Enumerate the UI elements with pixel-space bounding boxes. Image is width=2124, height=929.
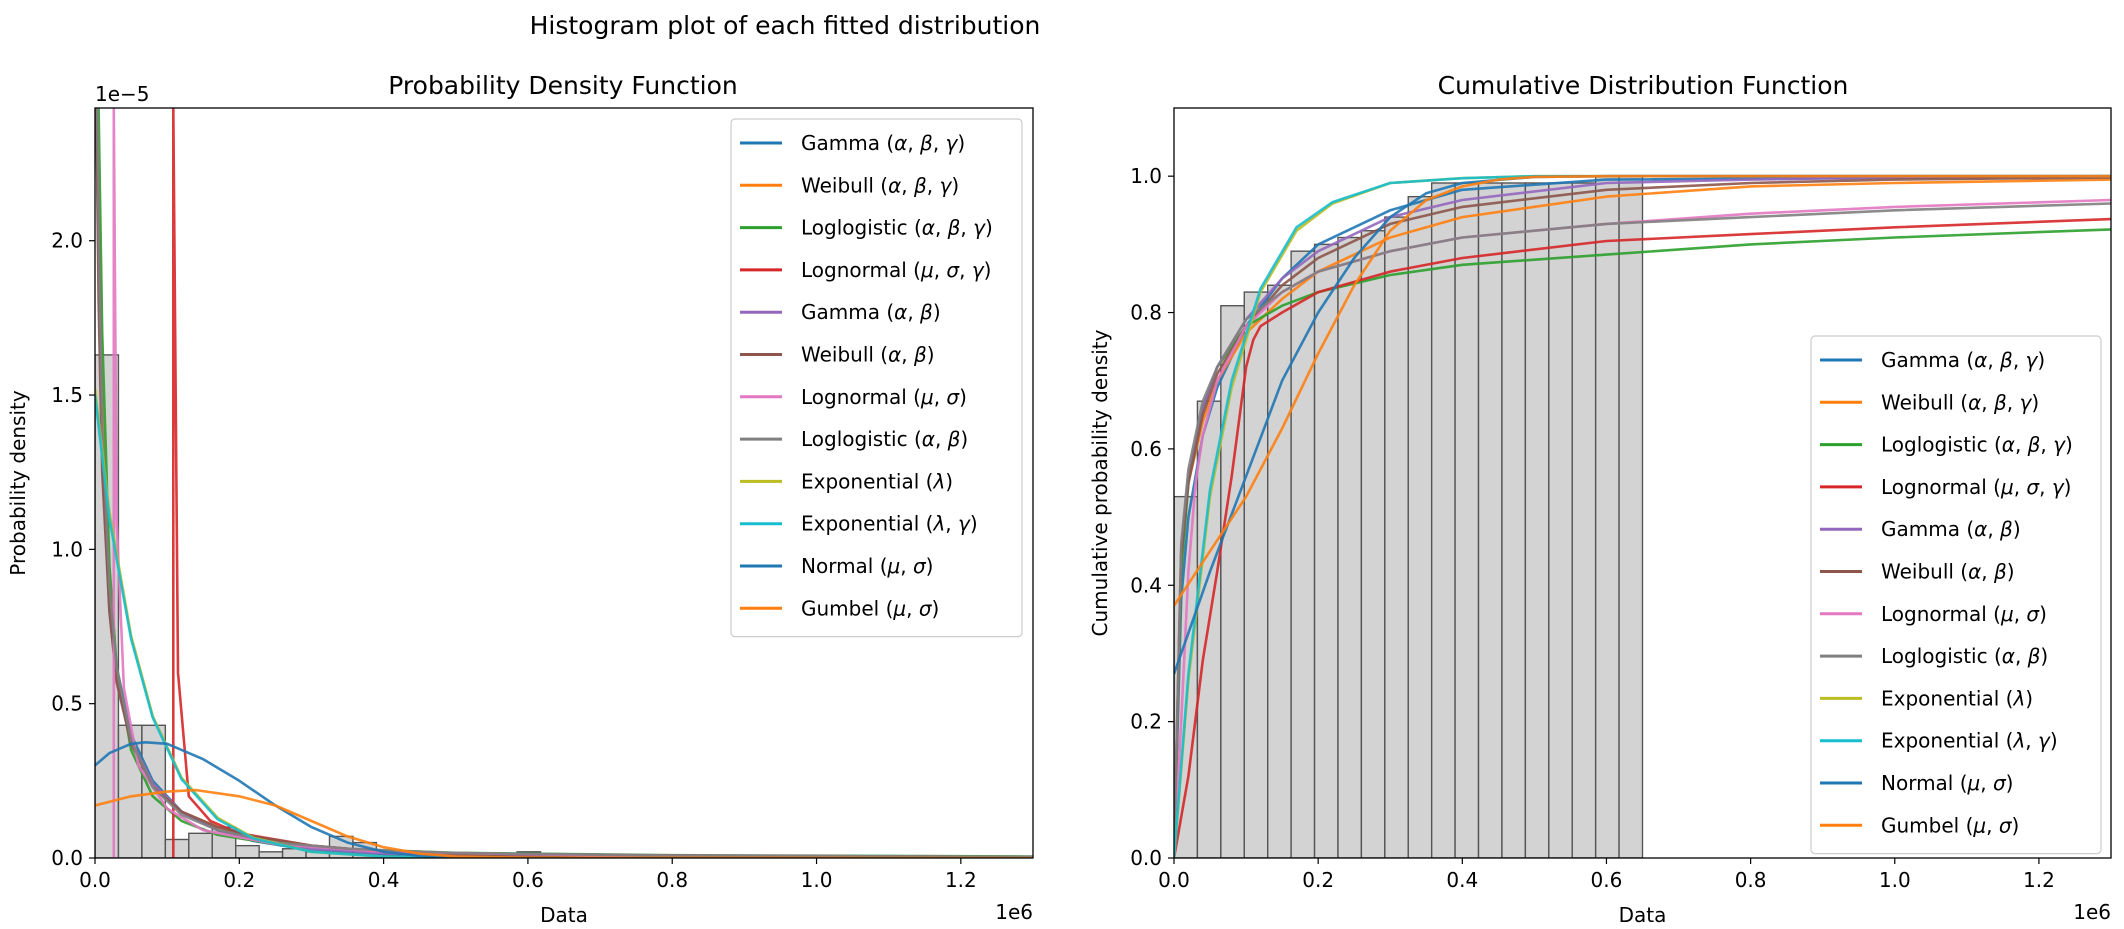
legend-label-weibull-alpha-beta: Weibull (α, β) — [801, 343, 935, 367]
legend-label-lognormal-mu-sigma: Lognormal (μ, σ) — [801, 385, 967, 409]
legend: Gamma (α, β, γ) Weibull (α, β, γ) Loglogis… — [1810, 335, 2102, 855]
legend-label-weibull-alpha-beta: Weibull (α, β) — [1881, 560, 2015, 584]
series-line-weibull-alpha-beta — [1174, 176, 2111, 858]
x-tick-label: 0.2 — [223, 868, 255, 892]
x-offset-label: 1e6 — [995, 900, 1033, 924]
y-offset-label: 1e−5 — [95, 82, 150, 106]
pdf-chart: 0.0 0.2 0.4 0.6 0.8 1.0 1.2 0.0 0.5 1.0 1.5 2.0 Prob… — [6, 71, 1034, 927]
series-line-lognormal-mu-sigma-gamma — [1174, 217, 2111, 858]
cdf-chart: 0.0 0.2 0.4 0.6 0.8 1.0 1.2 0.0 0.2 0.4 0.6 0.8 1.0 C… — [1088, 71, 2112, 927]
y-tick-label: 0.5 — [51, 692, 83, 716]
x-axis-label: Data — [540, 903, 588, 927]
y-tick-label: 1.5 — [51, 383, 83, 407]
series-line-gamma-alpha-beta — [1174, 174, 2111, 858]
legend-label-normal-mu-sigma: Normal (μ, σ) — [1881, 771, 2013, 795]
x-tick-label: 0.4 — [368, 868, 400, 892]
y-axis-label: Cumulative probability density — [1088, 329, 1112, 636]
plot-frame — [1173, 107, 2112, 859]
histogram-bar — [1571, 182, 1597, 858]
series-lines — [1174, 174, 2111, 858]
x-tick-label: 1.0 — [801, 868, 833, 892]
legend-label-loglogistic-alpha-beta: Loglogistic (α, β) — [1881, 644, 2048, 668]
legend-label-weibull-alpha-beta-gamma: Weibull (α, β, γ) — [1881, 390, 2039, 414]
x-axis-label: Data — [1619, 903, 1667, 927]
legend-label-gumbel-mu-sigma: Gumbel (μ, σ) — [801, 596, 939, 620]
histogram-bar — [1618, 175, 1644, 858]
histogram-bar — [1454, 182, 1480, 858]
legend: Gamma (α, β, γ) Weibull (α, β, γ) Loglogis… — [730, 118, 1023, 638]
series-line-loglogistic-alpha-beta — [1174, 202, 2111, 858]
histogram-bar — [1548, 182, 1573, 858]
histogram-bar — [234, 844, 260, 858]
legend-label-lognormal-mu-sigma-gamma: Lognormal (μ, σ, γ) — [801, 258, 991, 282]
y-tick-label: 0.4 — [1130, 573, 1162, 597]
legend-label-loglogistic-alpha-beta-gamma: Loglogistic (α, β, γ) — [801, 216, 993, 240]
x-tick-label: 0.8 — [1735, 868, 1767, 892]
legend-label-gamma-alpha-beta: Gamma (α, β) — [801, 300, 941, 324]
series-line-gumbel-mu-sigma — [1174, 174, 2111, 607]
y-tick-label: 2.0 — [51, 229, 83, 253]
histogram-bar — [1243, 291, 1269, 858]
chart-title: Cumulative Distribution Function — [1438, 71, 1849, 100]
legend-label-gumbel-mu-sigma: Gumbel (μ, σ) — [1881, 813, 2019, 837]
histogram-bar — [1196, 400, 1222, 858]
y-tick-label: 1.0 — [51, 537, 83, 561]
series-line-gumbel-mu-sigma — [95, 788, 1033, 858]
legend-label-exponential-lambda: Exponential (λ) — [1881, 686, 2033, 710]
x-tick-label: 0.0 — [1158, 868, 1190, 892]
x-tick-label: 0.8 — [656, 868, 688, 892]
x-offset-label: 1e6 — [2073, 900, 2111, 924]
y-tick-label: 0.2 — [1130, 710, 1162, 734]
legend-box — [1810, 335, 2102, 855]
legend-label-exponential-lambda-gamma: Exponential (λ, γ) — [1881, 729, 2058, 753]
legend-label-exponential-lambda-gamma: Exponential (λ, γ) — [801, 512, 978, 536]
legend-label-exponential-lambda: Exponential (λ) — [801, 469, 953, 493]
y-tick-label: 0.0 — [1130, 846, 1162, 870]
x-tick-label: 0.2 — [1302, 868, 1334, 892]
y-axis-label: Probability density — [6, 390, 30, 576]
y-tick-label: 0.6 — [1130, 437, 1162, 461]
histogram-bar — [1360, 230, 1386, 858]
legend-label-lognormal-mu-sigma: Lognormal (μ, σ) — [1881, 602, 2047, 626]
y-tick-label: 0.8 — [1130, 301, 1162, 325]
x-tick-label: 0.6 — [1591, 868, 1623, 892]
histogram-bar — [188, 832, 213, 858]
histogram — [95, 354, 542, 858]
x-tick-label: 1.2 — [945, 868, 977, 892]
x-tick-label: 0.6 — [512, 868, 544, 892]
legend-label-normal-mu-sigma: Normal (μ, σ) — [801, 554, 933, 578]
y-tick-label: 0.0 — [51, 846, 83, 870]
histogram-bar — [1477, 182, 1503, 858]
histogram-bar — [258, 851, 284, 858]
legend-label-loglogistic-alpha-beta: Loglogistic (α, β) — [801, 427, 968, 451]
histogram — [1174, 175, 1644, 858]
legend-label-gamma-alpha-beta-gamma: Gamma (α, β, γ) — [801, 131, 965, 155]
legend-label-gamma-alpha-beta-gamma: Gamma (α, β, γ) — [1881, 348, 2045, 372]
histogram-bar — [1430, 182, 1456, 858]
legend-label-gamma-alpha-beta: Gamma (α, β) — [1881, 517, 2021, 541]
histogram-bar — [164, 838, 190, 858]
x-tick-label: 1.0 — [1879, 868, 1911, 892]
x-tick-label: 1.2 — [2023, 868, 2055, 892]
x-tick-label: 0.4 — [1446, 868, 1478, 892]
histogram-bar — [1594, 175, 1620, 858]
histogram-bar — [1337, 236, 1363, 858]
x-tick-label: 0.0 — [79, 868, 111, 892]
legend-box — [730, 118, 1023, 638]
histogram-bar — [1407, 195, 1433, 858]
legend-label-weibull-alpha-beta-gamma: Weibull (α, β, γ) — [801, 173, 959, 197]
plot-frame — [94, 107, 1034, 859]
series-line-gamma-alpha-beta-gamma — [1174, 174, 2111, 858]
figure-suptitle: Histogram plot of each fitted distributi… — [530, 11, 1041, 40]
histogram-bar — [1384, 216, 1409, 858]
histogram-bar — [1524, 182, 1550, 858]
legend-label-lognormal-mu-sigma-gamma: Lognormal (μ, σ, γ) — [1881, 475, 2071, 499]
legend-label-loglogistic-alpha-beta-gamma: Loglogistic (α, β, γ) — [1881, 433, 2073, 457]
chart-title: Probability Density Function — [388, 71, 737, 100]
y-tick-label: 1.0 — [1130, 164, 1162, 188]
series-lines — [95, 108, 1033, 858]
histogram-bar — [1501, 182, 1527, 858]
